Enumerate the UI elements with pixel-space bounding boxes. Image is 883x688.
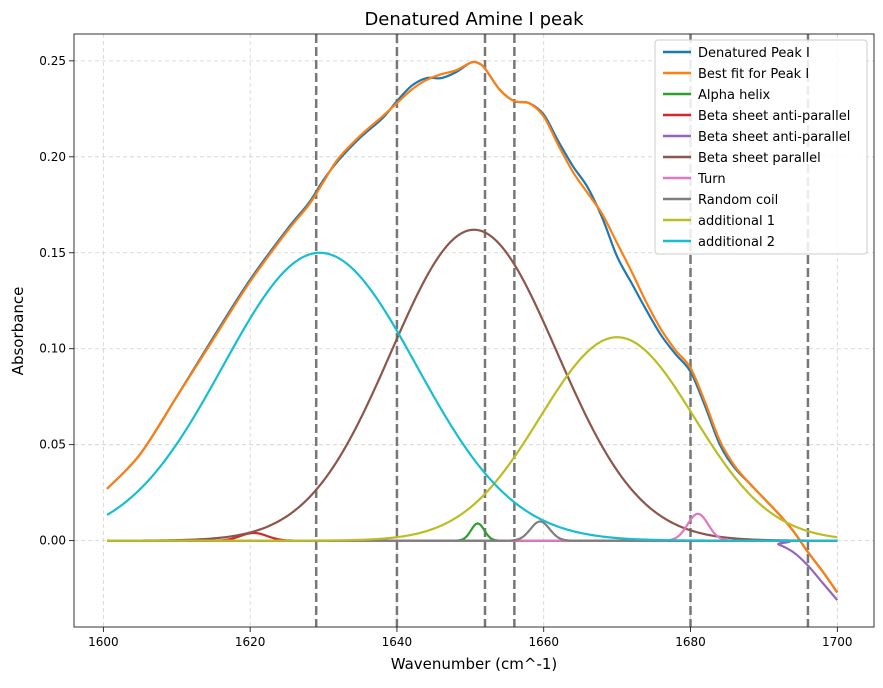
chart-title: Denatured Amine I peak bbox=[364, 9, 584, 30]
legend-entry-beta-sheet-anti-parallel: Beta sheet anti-parallel bbox=[698, 109, 850, 124]
axis-ticks: 1600 1620 1640 1660 1680 1700 0.00 0.05 0.10 0.15… bbox=[39, 54, 852, 649]
y-tick-label: 0.00 bbox=[39, 534, 66, 548]
series-line-best-fit-for-peak-i bbox=[106, 60, 839, 594]
legend: Denatured Peak I Best fit for Peak I Alpha… bbox=[654, 39, 868, 255]
x-axis-label: Wavenumber (cm^-1) bbox=[391, 655, 558, 673]
y-tick-label: 0.15 bbox=[39, 246, 66, 260]
series-line-additional-2 bbox=[106, 251, 838, 542]
legend-entry-turn: Turn bbox=[697, 172, 726, 187]
legend-entry-additional-2: additional 2 bbox=[698, 235, 775, 250]
legend-entry-additional-1: additional 1 bbox=[698, 214, 775, 229]
y-tick-label: 0.25 bbox=[39, 54, 66, 68]
x-tick-label: 1640 bbox=[382, 635, 413, 649]
y-axis-label: Absorbance bbox=[9, 287, 27, 376]
series-line-additional-1 bbox=[107, 336, 838, 542]
x-tick-label: 1600 bbox=[88, 635, 119, 649]
y-tick-label: 0.05 bbox=[39, 438, 66, 452]
x-tick-label: 1680 bbox=[675, 635, 706, 649]
plot-frame bbox=[73, 33, 875, 628]
y-tick-label: 0.20 bbox=[39, 150, 66, 164]
x-tick-label: 1700 bbox=[822, 635, 853, 649]
legend-entry-beta-sheet-parallel: Beta sheet parallel bbox=[698, 151, 821, 166]
legend-entry-beta-sheet-anti-parallel: Beta sheet anti-parallel bbox=[698, 130, 850, 145]
legend-entry-random-coil: Random coil bbox=[698, 193, 778, 208]
legend-entry-alpha-helix: Alpha helix bbox=[698, 88, 771, 103]
legend-box bbox=[654, 39, 868, 255]
series-lines bbox=[106, 60, 839, 601]
series-line-beta-sheet-parallel bbox=[107, 228, 838, 542]
x-tick-label: 1660 bbox=[528, 635, 559, 649]
x-tick-label: 1620 bbox=[235, 635, 266, 649]
legend-entry-denatured-peak-i: Denatured Peak I bbox=[698, 46, 810, 61]
y-tick-label: 0.10 bbox=[39, 342, 66, 356]
legend-entry-best-fit-for-peak-i: Best fit for Peak I bbox=[698, 67, 809, 82]
series-line-beta-sheet-anti-parallel bbox=[107, 539, 839, 601]
